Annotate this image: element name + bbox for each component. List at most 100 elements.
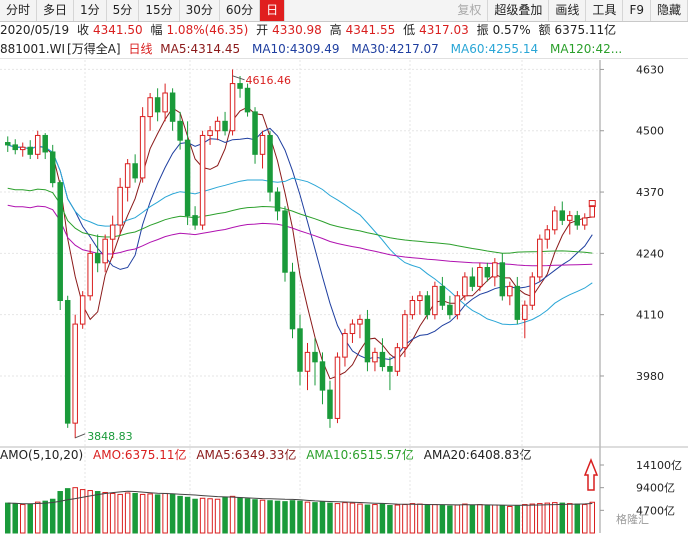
price-axis-label: 4500 xyxy=(636,125,664,138)
volume-bar xyxy=(252,499,258,534)
candle-body xyxy=(522,304,528,320)
high-value: 4341.55 xyxy=(345,23,396,37)
ama10-value: AMA10:6515.57亿 xyxy=(306,448,414,462)
volume-bar xyxy=(582,504,588,534)
candle-body xyxy=(372,351,378,363)
amount-value: 6375.11亿 xyxy=(554,23,617,37)
candle-body xyxy=(439,285,446,306)
volume-bar xyxy=(64,488,71,534)
quote-summary: 2020/05/19 收 4341.50 幅 1.08%(46.35) 开 4330.… xyxy=(0,22,688,39)
candle-body xyxy=(199,134,206,226)
candle-body xyxy=(102,238,108,264)
price-axis-label: 4110 xyxy=(636,309,664,322)
candle-body xyxy=(132,163,138,179)
candle-body xyxy=(19,146,26,151)
candle-body xyxy=(582,217,588,226)
volume-bar xyxy=(567,503,573,534)
period-tab-4[interactable]: 15分 xyxy=(139,0,180,21)
volume-bar xyxy=(237,497,243,534)
candle-body xyxy=(552,210,558,231)
toolbar-button-3[interactable]: 工具 xyxy=(586,0,624,21)
volume-bar xyxy=(207,498,213,534)
volume-bar xyxy=(379,503,386,534)
candle-body xyxy=(319,361,326,391)
candle-body xyxy=(544,229,551,240)
volume-bar xyxy=(222,496,228,534)
candle-body xyxy=(559,210,566,221)
period-tab-7[interactable]: 日 xyxy=(260,0,286,21)
volume-bar xyxy=(372,504,378,534)
toolbar-button-0[interactable]: 复权 xyxy=(451,0,489,21)
period-tab-5[interactable]: 30分 xyxy=(180,0,220,21)
candle-body xyxy=(394,347,401,372)
candle-body xyxy=(57,182,63,302)
open-label: 开 xyxy=(256,23,269,37)
toolbar-button-1[interactable]: 超级叠加 xyxy=(488,0,550,21)
period-tab-6[interactable]: 60分 xyxy=(220,0,261,21)
high-label: 高 xyxy=(329,23,342,37)
candle-body xyxy=(567,215,573,221)
indicator-legend: 881001.WI [万得全A] 日线 MA5:4314.45 MA10:4309… xyxy=(0,40,688,59)
volume-bar xyxy=(94,491,101,534)
period-tab-3[interactable]: 5分 xyxy=(107,0,140,21)
period-tab-1[interactable]: 多日 xyxy=(37,0,75,21)
candle-body xyxy=(87,252,93,297)
low-pointer xyxy=(75,433,86,439)
ma60-legend: MA60:4255.14 xyxy=(450,42,539,56)
amount-label: 额 xyxy=(538,23,551,37)
candle-body xyxy=(477,267,483,287)
ma10-legend: MA10:4309.49 xyxy=(251,42,340,56)
candle-body xyxy=(447,304,453,316)
volume-bar xyxy=(447,505,453,534)
candle-body xyxy=(462,276,468,297)
volume-axis-label: 4700亿 xyxy=(636,504,675,517)
candle-body xyxy=(529,276,536,306)
candle-body xyxy=(514,285,521,320)
volume-axis-label: 14100亿 xyxy=(636,459,682,472)
candle-body xyxy=(162,92,168,113)
candle-body xyxy=(454,295,461,316)
volume-bar xyxy=(574,503,581,534)
candle-body xyxy=(214,120,221,132)
close-label: 收 xyxy=(77,23,90,37)
period-tab-0[interactable]: 分时 xyxy=(0,0,38,21)
volume-bar xyxy=(282,501,288,534)
amo-value: AMO:6375.11亿 xyxy=(93,448,187,462)
toolbar-button-5[interactable]: 隐藏 xyxy=(651,0,688,21)
last-price-marker xyxy=(588,200,596,208)
volume-bar xyxy=(394,504,401,534)
volume-bar xyxy=(184,496,191,534)
volume-bar xyxy=(402,504,408,534)
volume-bar xyxy=(462,503,468,534)
candle-body xyxy=(499,262,506,297)
low-annotation: 3848.83 xyxy=(87,430,133,443)
candle-body xyxy=(124,163,131,188)
volume-bar xyxy=(57,491,63,534)
candle-body xyxy=(49,151,56,184)
candle-body xyxy=(537,238,543,278)
candle-body xyxy=(484,267,491,278)
volume-bar xyxy=(109,492,116,534)
candle-body xyxy=(432,285,438,316)
toolbar-button-4[interactable]: F9 xyxy=(623,0,651,21)
candle-body xyxy=(109,224,116,240)
price-axis-label: 4240 xyxy=(636,247,664,260)
volume-bar xyxy=(139,493,146,534)
period-label: 日线 xyxy=(128,42,153,56)
volume-bar xyxy=(544,502,551,534)
volume-ma-line xyxy=(7,490,593,506)
candle-body xyxy=(327,389,333,419)
candle-body xyxy=(379,351,386,368)
candle-body xyxy=(387,366,393,372)
period-tab-2[interactable]: 1分 xyxy=(74,0,107,21)
candle-body xyxy=(42,134,48,153)
volume-bar xyxy=(327,502,333,534)
toolbar-button-2[interactable]: 画线 xyxy=(549,0,587,21)
volume-bar xyxy=(27,503,33,534)
volume-bar xyxy=(417,503,423,534)
period-toolbar: 分时 多日 1分 5分 15分 30分 60分日 复权 超级叠加 画线 工具 F9 隐藏 xyxy=(0,0,688,22)
volume-bar xyxy=(289,500,296,534)
candle-body xyxy=(4,142,11,146)
volume-bar xyxy=(454,504,461,534)
